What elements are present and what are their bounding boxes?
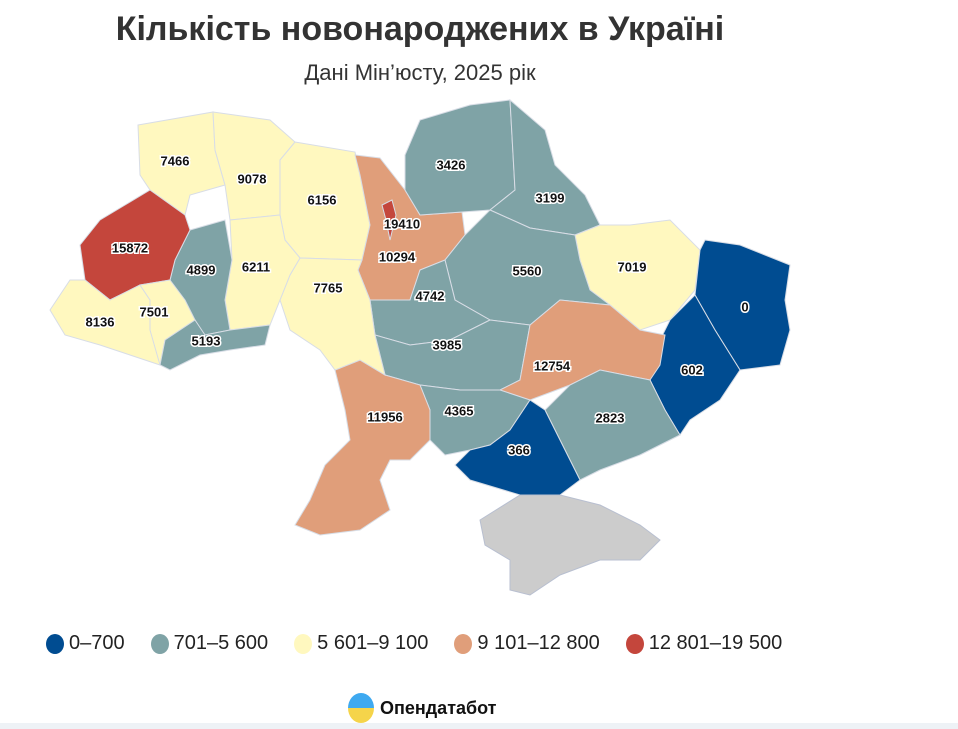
legend-item: 5 601–9 100 [294, 632, 428, 655]
region-value-label: 366 [508, 442, 530, 457]
legend-swatch [150, 633, 169, 654]
region-value-label: 4365 [445, 403, 474, 418]
page-title: Кількість новонароджених в Україні [115, 10, 725, 48]
bottom-bar [0, 723, 958, 729]
legend-item: 701–5 600 [150, 632, 269, 655]
legend-swatch [294, 633, 313, 654]
legend-item: 12 801–19 500 [625, 632, 783, 655]
legend-label: 0–700 [69, 632, 125, 654]
region-value-label: 5560 [513, 263, 542, 278]
region[interactable] [294, 359, 431, 536]
legend-item: 0–700 [46, 632, 125, 655]
region-value-label: 12754 [534, 358, 571, 373]
region-value-label: 8136 [86, 314, 115, 329]
brand-footer[interactable]: Опендатабот [348, 693, 497, 723]
legend-label: 12 801–19 500 [648, 632, 783, 654]
region-value-label: 15872 [112, 240, 148, 255]
region[interactable] [694, 239, 791, 371]
legend-label: 5 601–9 100 [317, 632, 429, 654]
region-value-label: 7501 [140, 304, 169, 319]
region-value-label: 6156 [308, 192, 337, 207]
region-value-label: 7019 [618, 259, 647, 274]
legend-label: 9 101–12 800 [477, 632, 600, 654]
legend-label: 701–5 600 [173, 632, 269, 654]
region-value-label: 3985 [433, 337, 462, 352]
region-value-label: 7466 [161, 153, 190, 168]
region-value-label: 6211 [242, 259, 270, 274]
legend-swatch [46, 633, 64, 654]
region-value-label: 11956 [367, 409, 402, 424]
legend-swatch [454, 633, 473, 654]
region[interactable] [159, 319, 271, 371]
region-value-label: 19410 [384, 216, 420, 231]
region-value-label: 0 [741, 299, 748, 314]
region[interactable] [381, 199, 397, 241]
region-value-label: 4742 [416, 288, 445, 303]
region-value-label: 4899 [187, 262, 216, 277]
region-value-label: 3426 [437, 157, 466, 172]
opendatabot-logo-icon [348, 693, 374, 723]
region-value-label: 2823 [596, 410, 625, 425]
page-subtitle: Дані Мін’юсту, 2025 рік [304, 60, 536, 85]
region-value-label: 602 [681, 362, 703, 377]
region-value-label: 7765 [314, 280, 343, 295]
region-no-data[interactable] [479, 494, 661, 596]
legend-item: 9 101–12 800 [454, 632, 600, 655]
brand-name: Опендатабот [380, 697, 497, 718]
region-value-label: 9078 [238, 171, 267, 186]
region-value-label: 5193 [192, 333, 221, 348]
legend: 0–700 701–5 600 5 601–9 100 9 101–12 800… [46, 632, 782, 655]
region-value-label: 3199 [536, 190, 565, 205]
region-value-label: 10294 [379, 249, 416, 264]
legend-swatch [625, 633, 644, 654]
